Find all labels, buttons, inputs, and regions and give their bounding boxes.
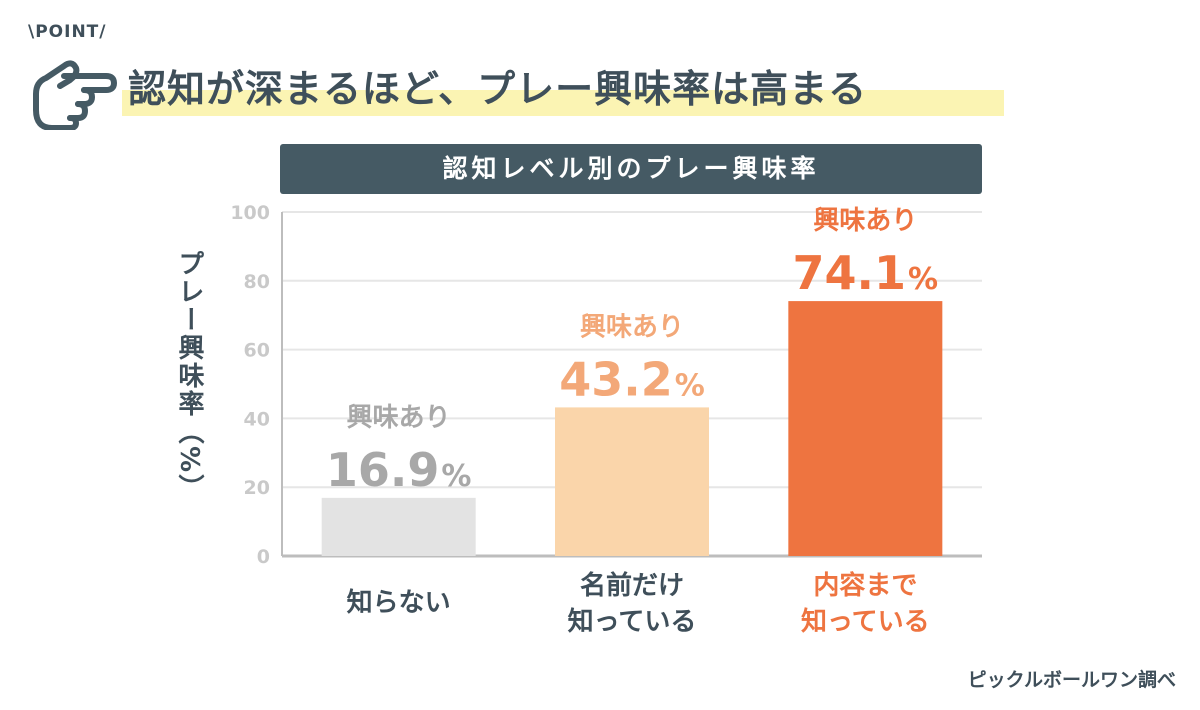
bar	[321, 497, 476, 556]
point-badge-text: POINT	[35, 22, 100, 42]
y-tick-label: 60	[244, 340, 270, 362]
bar-annotation-label: 興味あり	[580, 312, 684, 342]
chart-title: 認知レベル別のプレー興味率	[280, 144, 982, 194]
headline-block: 認知が深まるほど、プレー興味率は高まる	[122, 58, 1004, 116]
y-tick-label: 80	[244, 271, 270, 293]
x-category-label: 知っている	[801, 607, 930, 637]
y-tick-label: 40	[244, 408, 270, 430]
y-tick-label: 20	[244, 477, 270, 499]
y-axis-label: プレー興味率（%）	[174, 250, 204, 503]
bar	[555, 407, 709, 556]
x-category-label: 知らない	[347, 588, 451, 618]
bar-annotation-label: 興味あり	[347, 403, 451, 433]
pointing-hand-icon	[33, 60, 117, 130]
bar-value-label: 16.9%	[326, 443, 472, 497]
y-tick-label: 0	[257, 546, 270, 568]
bar-annotation-label: 興味あり	[813, 206, 917, 236]
y-tick-label: 100	[230, 202, 270, 224]
headline-highlight	[122, 90, 1004, 116]
bar-value-label: 74.1%	[793, 246, 939, 300]
x-category-label: 名前だけ	[580, 570, 684, 601]
source-note: ピックルボールワン調べ	[967, 669, 1176, 691]
x-category-label: 知っている	[568, 607, 697, 637]
headline: 認知が深まるほど、プレー興味率は高まる	[128, 67, 868, 111]
bar	[788, 301, 943, 556]
x-category-label: 内容まで	[813, 570, 917, 601]
bar-value-label: 43.2%	[559, 352, 705, 406]
point-badge: \POINT/	[28, 22, 107, 42]
